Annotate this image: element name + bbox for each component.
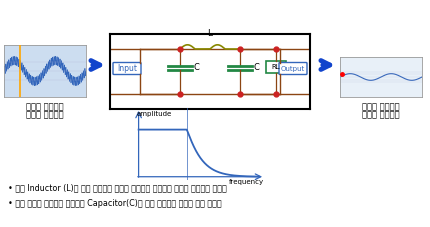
Text: 제거된 전원파형: 제거된 전원파형	[362, 110, 400, 119]
Text: Output: Output	[281, 66, 305, 72]
Text: • 일부 통과한 고주파수 성분들은 Capacitor(C)를 통해 흡수되어 접지를 통해 감쇄됨: • 일부 통과한 고주파수 성분들은 Capacitor(C)를 통해 흡수되어…	[8, 199, 221, 208]
Text: C: C	[194, 63, 200, 72]
Text: Input: Input	[117, 64, 137, 73]
Text: L: L	[208, 29, 212, 38]
Text: frequency: frequency	[229, 179, 264, 185]
Text: RL: RL	[272, 64, 280, 70]
Text: 고주파 노이즈가: 고주파 노이즈가	[362, 102, 400, 111]
FancyBboxPatch shape	[113, 62, 141, 74]
Text: • 직렬 Inductor (L)에 의해 저주파수 성분은 통과하고 고주파수 성분은 통과하기 어려움: • 직렬 Inductor (L)에 의해 저주파수 성분은 통과하고 고주파수…	[8, 183, 227, 192]
Text: 차단주파수 =: 차단주파수 =	[166, 85, 210, 95]
Text: 겹합된 전원파형: 겹합된 전원파형	[26, 110, 64, 119]
Text: amplitude: amplitude	[136, 111, 172, 117]
FancyBboxPatch shape	[266, 61, 286, 73]
Text: C: C	[254, 63, 260, 72]
Text: 고주파 노이즈가: 고주파 노이즈가	[26, 102, 64, 111]
Text: 1: 1	[222, 77, 228, 87]
FancyBboxPatch shape	[279, 62, 307, 74]
Text: 2π√LC: 2π√LC	[211, 92, 239, 101]
